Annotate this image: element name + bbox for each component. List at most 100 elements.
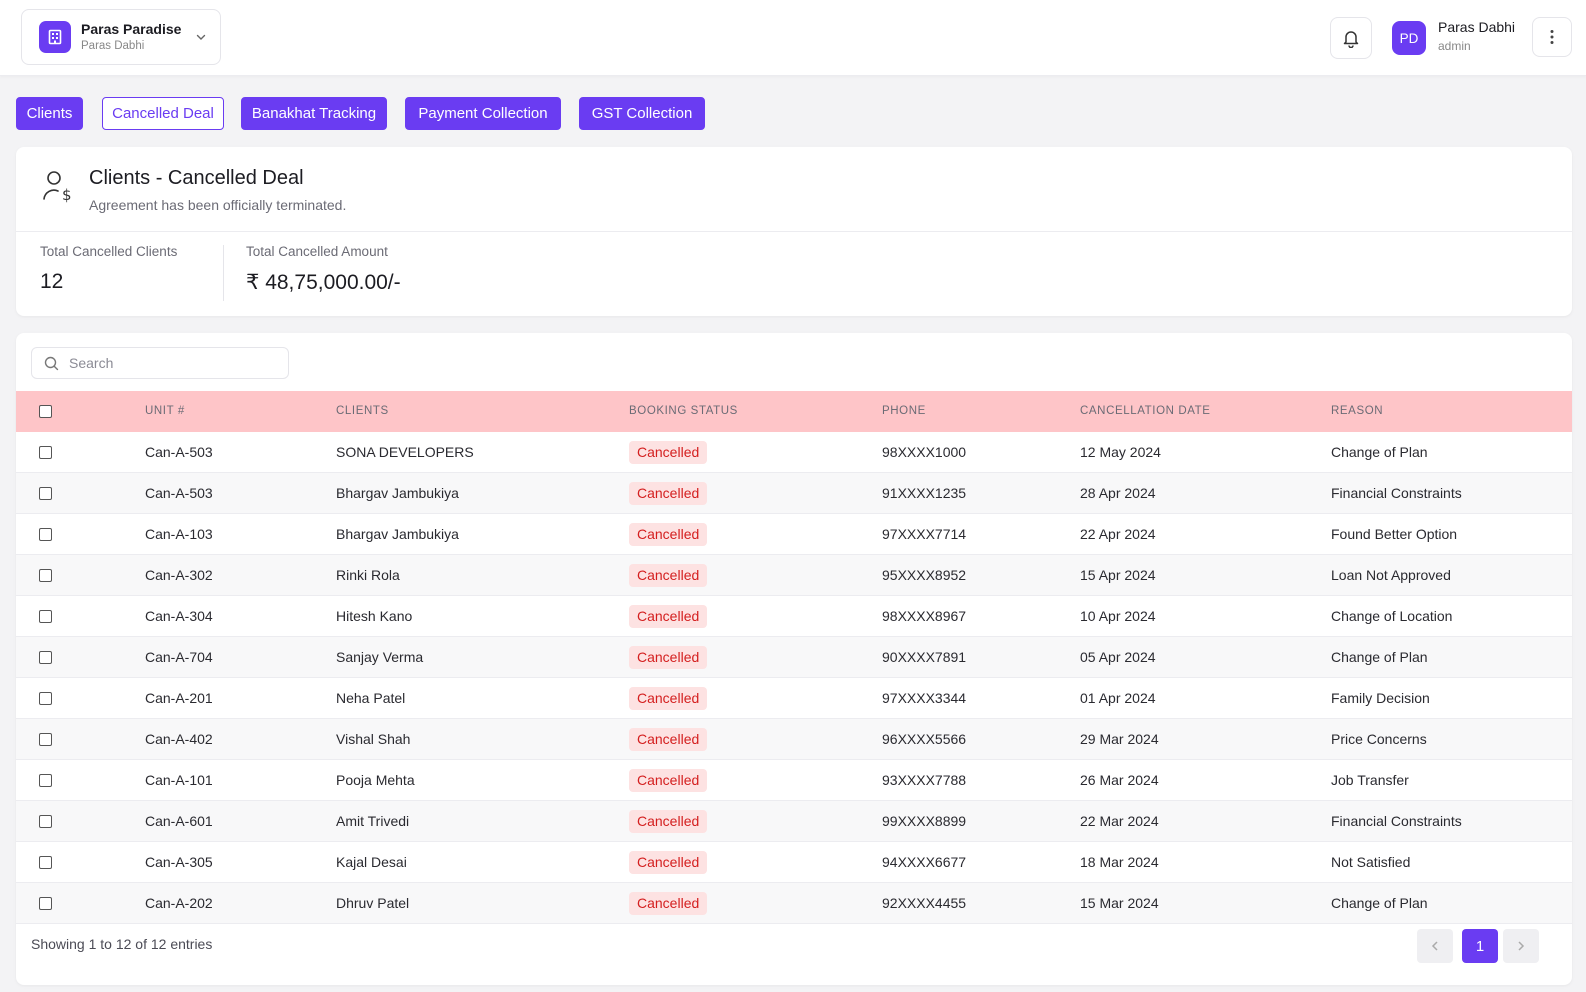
row-checkbox[interactable] — [39, 610, 52, 623]
row-checkbox[interactable] — [39, 897, 52, 910]
row-checkbox[interactable] — [39, 733, 52, 746]
tab-banakhat-tracking[interactable]: Banakhat Tracking — [241, 97, 387, 130]
summary-card: $ Clients - Cancelled Deal Agreement has… — [16, 147, 1572, 316]
table-row[interactable]: Can-A-304 Hitesh Kano Cancelled 98XXXX8967 1… — [16, 596, 1572, 637]
user-dollar-icon: $ — [43, 171, 72, 204]
table-row[interactable]: Can-A-402 Vishal Shah Cancelled 96XXXX5566 2… — [16, 719, 1572, 760]
cell-reason: Financial Constraints — [1331, 813, 1462, 829]
row-checkbox[interactable] — [39, 815, 52, 828]
table-row[interactable]: Can-A-503 Bhargav Jambukiya Cancelled 91XXX… — [16, 473, 1572, 514]
cell-cancellation-date: 22 Apr 2024 — [1080, 526, 1156, 542]
cell-unit: Can-A-305 — [145, 854, 213, 870]
table-row[interactable]: Can-A-302 Rinki Rola Cancelled 95XXXX8952 15… — [16, 555, 1572, 596]
status-badge: Cancelled — [629, 646, 708, 669]
cell-cancellation-date: 15 Mar 2024 — [1080, 895, 1159, 911]
cell-cancellation-date: 29 Mar 2024 — [1080, 731, 1159, 747]
total-cancelled-clients-label: Total Cancelled Clients — [40, 244, 178, 259]
page-subtitle: Agreement has been officially terminated… — [89, 197, 347, 213]
search-box — [31, 347, 289, 379]
cell-unit: Can-A-201 — [145, 690, 213, 706]
more-vertical-icon — [1550, 30, 1554, 44]
cell-reason: Found Better Option — [1331, 526, 1458, 542]
page-button-current[interactable]: 1 — [1462, 929, 1498, 963]
cell-reason: Change of Plan — [1331, 895, 1428, 911]
cell-unit: Can-A-302 — [145, 567, 213, 583]
cell-phone: 94XXXX6677 — [882, 854, 967, 870]
cell-reason: Job Transfer — [1331, 772, 1409, 788]
status-badge: Cancelled — [629, 810, 708, 833]
notifications-button[interactable] — [1330, 17, 1372, 59]
cell-phone: 97XXXX7714 — [882, 526, 967, 542]
cell-client: Bhargav Jambukiya — [336, 526, 459, 542]
column-header-booking-status[interactable]: BOOKING STATUS — [629, 405, 738, 417]
tab-cancelled-deal[interactable]: Cancelled Deal — [102, 97, 224, 130]
column-header-phone[interactable]: PHONE — [882, 405, 926, 417]
user-role: admin — [1438, 39, 1471, 53]
table-row[interactable]: Can-A-101 Pooja Mehta Cancelled 93XXXX7788 2… — [16, 760, 1572, 801]
more-options-button[interactable] — [1532, 17, 1572, 57]
search-icon — [44, 356, 59, 370]
cell-client: Amit Trivedi — [336, 813, 410, 829]
chevron-left-icon — [1431, 941, 1438, 951]
table-row[interactable]: Can-A-601 Amit Trivedi Cancelled 99XXXX8899… — [16, 801, 1572, 842]
column-header-reason[interactable]: REASON — [1331, 405, 1384, 417]
column-header-unit[interactable]: UNIT # — [145, 405, 185, 417]
status-badge: Cancelled — [629, 687, 708, 710]
cell-reason: Change of Plan — [1331, 444, 1428, 460]
cell-reason: Loan Not Approved — [1331, 567, 1451, 583]
prev-page-button[interactable] — [1417, 929, 1453, 963]
chevron-right-icon — [1518, 941, 1525, 951]
table-row[interactable]: Can-A-704 Sanjay Verma Cancelled 90XXXX7891… — [16, 637, 1572, 678]
cell-unit: Can-A-202 — [145, 895, 213, 911]
row-checkbox[interactable] — [39, 692, 52, 705]
cell-phone: 90XXXX7891 — [882, 649, 967, 665]
cell-client: Dhruv Patel — [336, 895, 410, 911]
table-card: UNIT # CLIENTS BOOKING STATUS PHONE CANC… — [16, 333, 1572, 985]
cell-client: Bhargav Jambukiya — [336, 485, 459, 501]
status-badge: Cancelled — [629, 441, 708, 464]
row-checkbox[interactable] — [39, 446, 52, 459]
cell-client: Hitesh Kano — [336, 608, 413, 624]
cell-client: Vishal Shah — [336, 731, 411, 747]
status-badge: Cancelled — [629, 523, 708, 546]
cell-unit: Can-A-101 — [145, 772, 213, 788]
column-header-cancellation-date[interactable]: CANCELLATION DATE — [1080, 405, 1211, 417]
avatar[interactable]: PD — [1392, 21, 1426, 55]
next-page-button[interactable] — [1503, 929, 1539, 963]
row-checkbox[interactable] — [39, 528, 52, 541]
bell-icon — [1343, 31, 1359, 48]
cell-cancellation-date: 26 Mar 2024 — [1080, 772, 1159, 788]
row-checkbox[interactable] — [39, 774, 52, 787]
stat-divider — [223, 245, 224, 301]
cell-phone: 93XXXX7788 — [882, 772, 967, 788]
cell-cancellation-date: 05 Apr 2024 — [1080, 649, 1156, 665]
table-row[interactable]: Can-A-503 SONA DEVELOPERS Cancelled 98XXXX1… — [16, 432, 1572, 473]
cell-unit: Can-A-103 — [145, 526, 213, 542]
tab-gst-collection[interactable]: GST Collection — [579, 97, 705, 130]
cell-phone: 95XXXX8952 — [882, 567, 967, 583]
table-row[interactable]: Can-A-201 Neha Patel Cancelled 97XXXX3344 01… — [16, 678, 1572, 719]
column-header-clients[interactable]: CLIENTS — [336, 405, 389, 417]
cell-unit: Can-A-402 — [145, 731, 213, 747]
cell-reason: Not Satisfied — [1331, 854, 1411, 870]
project-owner: Paras Dabhi — [81, 39, 145, 52]
cell-cancellation-date: 12 May 2024 — [1080, 444, 1161, 460]
cell-cancellation-date: 22 Mar 2024 — [1080, 813, 1159, 829]
cell-phone: 97XXXX3344 — [882, 690, 967, 706]
row-checkbox[interactable] — [39, 569, 52, 582]
svg-text:$: $ — [62, 186, 72, 204]
row-checkbox[interactable] — [39, 651, 52, 664]
select-all-checkbox[interactable] — [39, 405, 52, 418]
table-row[interactable]: Can-A-103 Bhargav Jambukiya Cancelled 97XXX… — [16, 514, 1572, 555]
cell-client: Neha Patel — [336, 690, 406, 706]
row-checkbox[interactable] — [39, 856, 52, 869]
cell-client: SONA DEVELOPERS — [336, 444, 474, 460]
project-switcher[interactable]: Paras Paradise Paras Dabhi — [21, 9, 221, 65]
search-input[interactable] — [69, 355, 269, 371]
table-row[interactable]: Can-A-305 Kajal Desai Cancelled 94XXXX6677 1… — [16, 842, 1572, 883]
status-badge: Cancelled — [629, 564, 708, 587]
row-checkbox[interactable] — [39, 487, 52, 500]
tab-payment-collection[interactable]: Payment Collection — [405, 97, 561, 130]
tab-clients[interactable]: Clients — [16, 97, 83, 130]
table-row[interactable]: Can-A-202 Dhruv Patel Cancelled 92XXXX4455 1… — [16, 883, 1572, 924]
